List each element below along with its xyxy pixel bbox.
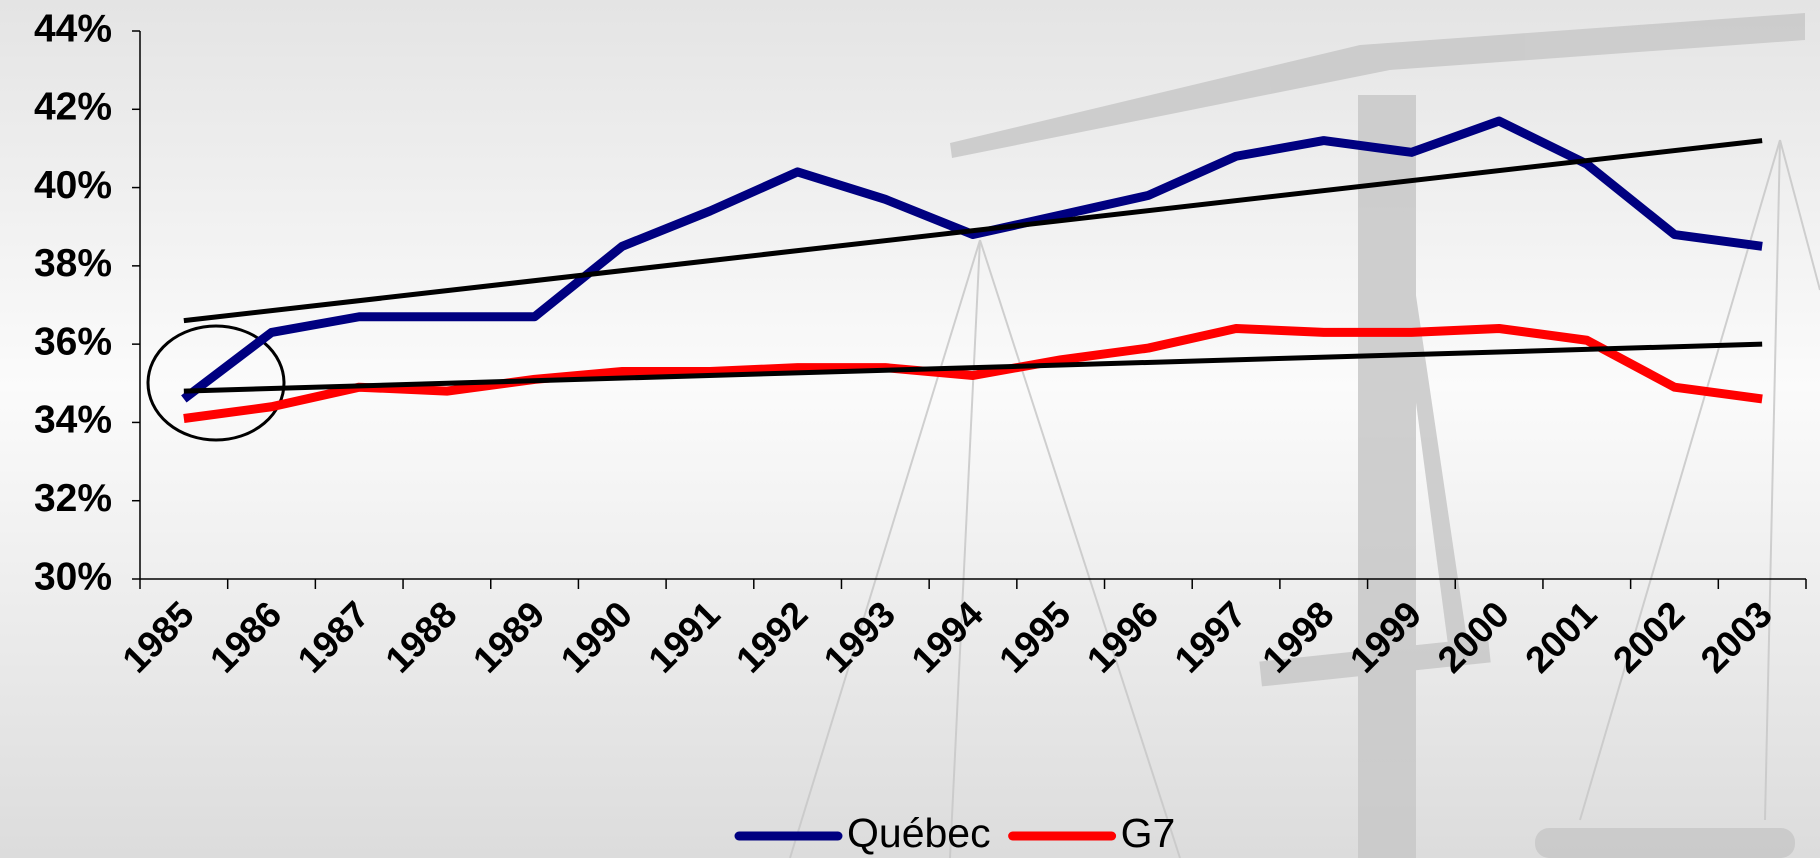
y-tick-label: 40% xyxy=(34,164,112,207)
y-tick-label: 34% xyxy=(34,399,112,442)
data-line xyxy=(181,116,1763,403)
scale-illustration xyxy=(789,13,1820,858)
legend-label: Québec xyxy=(847,810,991,856)
y-tick-label: 32% xyxy=(34,477,112,520)
data-line xyxy=(183,323,1763,423)
trend-line xyxy=(183,138,1763,324)
y-tick-label: 38% xyxy=(34,242,112,285)
highlight-circle xyxy=(146,324,286,442)
trend-line xyxy=(183,341,1763,394)
y-tick-label: 30% xyxy=(34,555,112,598)
y-tick-label: 36% xyxy=(34,320,112,363)
legend-label: G7 xyxy=(1121,810,1176,856)
y-tick-label: 42% xyxy=(34,86,112,129)
y-tick-label: 44% xyxy=(34,7,112,50)
